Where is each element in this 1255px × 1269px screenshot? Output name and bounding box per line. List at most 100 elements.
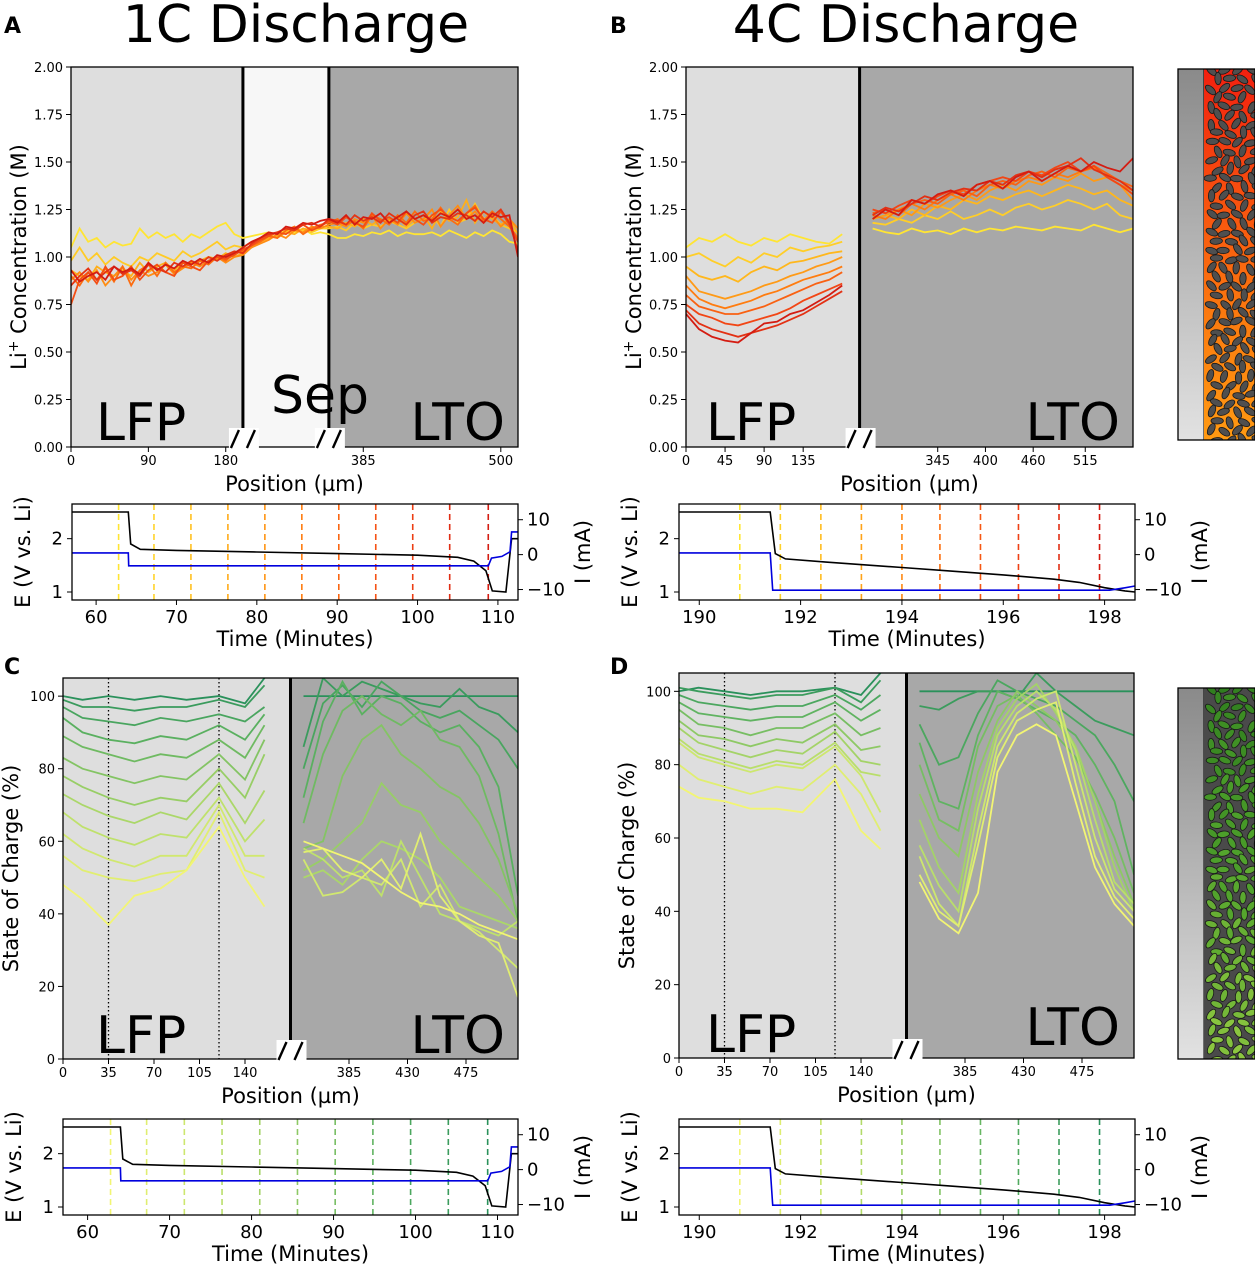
series-group bbox=[63, 678, 518, 998]
y-axis-label-sup: + bbox=[621, 341, 637, 353]
particle bbox=[1224, 749, 1237, 758]
particle bbox=[1234, 371, 1243, 385]
particle bbox=[1233, 155, 1242, 169]
particle bbox=[1224, 728, 1235, 740]
axis-break-slash bbox=[846, 429, 857, 449]
x-tick-label: 90 bbox=[140, 454, 157, 469]
region-lfp bbox=[686, 67, 860, 447]
series-line-5 bbox=[686, 265, 843, 310]
particle bbox=[1214, 71, 1222, 86]
particle bbox=[1209, 254, 1224, 262]
particle bbox=[1238, 234, 1249, 247]
column-title-4c: 4C Discharge bbox=[733, 0, 1079, 55]
y-right-tick-label: −10 bbox=[527, 1195, 565, 1216]
particle bbox=[1250, 909, 1255, 920]
particle bbox=[1226, 161, 1235, 175]
particle bbox=[1250, 361, 1255, 371]
particle bbox=[1225, 416, 1234, 430]
x-tick-label: 110 bbox=[481, 607, 515, 628]
x-tick-label: 198 bbox=[1087, 607, 1121, 628]
particle bbox=[1225, 1054, 1237, 1059]
particle bbox=[1213, 710, 1223, 723]
particle bbox=[1216, 865, 1230, 874]
x-tick-label: 190 bbox=[682, 607, 716, 628]
particle bbox=[1210, 437, 1224, 440]
y-right-tick-label: 10 bbox=[527, 1125, 550, 1146]
separator-gradient-bar bbox=[1177, 68, 1205, 441]
particle bbox=[1239, 271, 1247, 286]
y-tick-label: 2 bbox=[52, 529, 63, 550]
x-tick-label: 500 bbox=[488, 454, 513, 469]
y-tick-label: 100 bbox=[30, 690, 55, 705]
particle bbox=[1213, 764, 1223, 778]
x-tick-label: 80 bbox=[245, 607, 268, 628]
series-line-5 bbox=[679, 708, 881, 737]
region-lto bbox=[328, 67, 518, 447]
particle bbox=[1205, 354, 1217, 364]
particle bbox=[1222, 711, 1236, 720]
particle bbox=[1249, 147, 1255, 156]
x-tick-label: 70 bbox=[762, 1065, 779, 1080]
particle bbox=[1233, 1025, 1243, 1038]
particle bbox=[1240, 199, 1249, 212]
series-line-10 bbox=[63, 803, 265, 868]
particle bbox=[1231, 117, 1242, 130]
particle bbox=[1232, 261, 1240, 275]
particle bbox=[1240, 799, 1249, 812]
x-axis-label: Time (Minutes) bbox=[211, 1242, 369, 1266]
y-axis-label: E (V vs. Li) bbox=[2, 1111, 26, 1223]
y-axis-label-base: Li bbox=[622, 352, 646, 370]
axis-break-slash bbox=[909, 1040, 920, 1060]
particle bbox=[1222, 74, 1237, 82]
x-tick-label: 140 bbox=[233, 1066, 258, 1081]
particle bbox=[1244, 246, 1255, 256]
x-tick-label: 90 bbox=[326, 607, 349, 628]
particle bbox=[1208, 952, 1218, 965]
y-tick-label: 60 bbox=[654, 832, 671, 847]
plot-frame bbox=[62, 1118, 519, 1216]
x-axis-label: Time (Minutes) bbox=[827, 627, 985, 651]
y-tick-label: 0.00 bbox=[34, 441, 63, 456]
series-line-1 bbox=[679, 673, 882, 697]
particle bbox=[1250, 290, 1255, 301]
particle bbox=[1245, 935, 1255, 945]
particle bbox=[1214, 690, 1222, 705]
particle bbox=[1232, 1043, 1243, 1055]
particle bbox=[1232, 917, 1242, 930]
particle bbox=[1217, 848, 1231, 857]
y-right-tick-label: −10 bbox=[527, 580, 565, 601]
x-axis-label: Time (Minutes) bbox=[827, 1242, 985, 1266]
particle bbox=[1246, 425, 1255, 437]
particle bbox=[1250, 730, 1255, 738]
y-axis-label-rest: Concentration (M) bbox=[622, 144, 646, 340]
axis-break-slash bbox=[315, 429, 326, 449]
y-tick-label: 1.50 bbox=[649, 156, 678, 171]
y-tick-label: 0.00 bbox=[649, 441, 678, 456]
y-right-axis-label: I (mA) bbox=[1188, 1135, 1212, 1199]
x-tick-label: 198 bbox=[1087, 1222, 1121, 1243]
particle bbox=[1243, 406, 1255, 417]
series-line-2 bbox=[679, 679, 882, 704]
y-tick-label: 20 bbox=[654, 979, 671, 994]
series-line-7 bbox=[686, 282, 843, 327]
panel-A: 0.00 0.25 0.50 0.75 1.00 1.25 1.50 1.75 2.00 0 90 1… bbox=[6, 61, 519, 496]
panel-D-bottom: 190 192 194 196 198 1 2 −10 0 10 Time (Minutes) E (… bbox=[618, 1111, 1212, 1266]
particle bbox=[1206, 988, 1215, 1001]
series-group bbox=[686, 157, 1133, 344]
y-right-tick-label: 0 bbox=[1144, 1160, 1155, 1181]
particle bbox=[1206, 828, 1219, 839]
panel-C: 0 20 40 60 80 100 0 35 70 105 140 385 430 475 LFP LTO Po… bbox=[0, 677, 519, 1108]
particle bbox=[1253, 217, 1255, 231]
current-line bbox=[679, 1167, 1136, 1206]
x-tick-label: 385 bbox=[953, 1065, 978, 1080]
x-tick-label: 345 bbox=[925, 454, 950, 469]
particle bbox=[1217, 229, 1231, 238]
particle bbox=[1206, 1008, 1217, 1021]
x-axis-label: Position (µm) bbox=[840, 472, 979, 496]
y-tick-label: 1 bbox=[52, 582, 63, 603]
particle bbox=[1216, 830, 1230, 838]
axis-break-mark bbox=[845, 428, 876, 450]
particle bbox=[1205, 703, 1217, 715]
particle bbox=[1220, 773, 1230, 786]
voltage-line bbox=[72, 511, 518, 593]
